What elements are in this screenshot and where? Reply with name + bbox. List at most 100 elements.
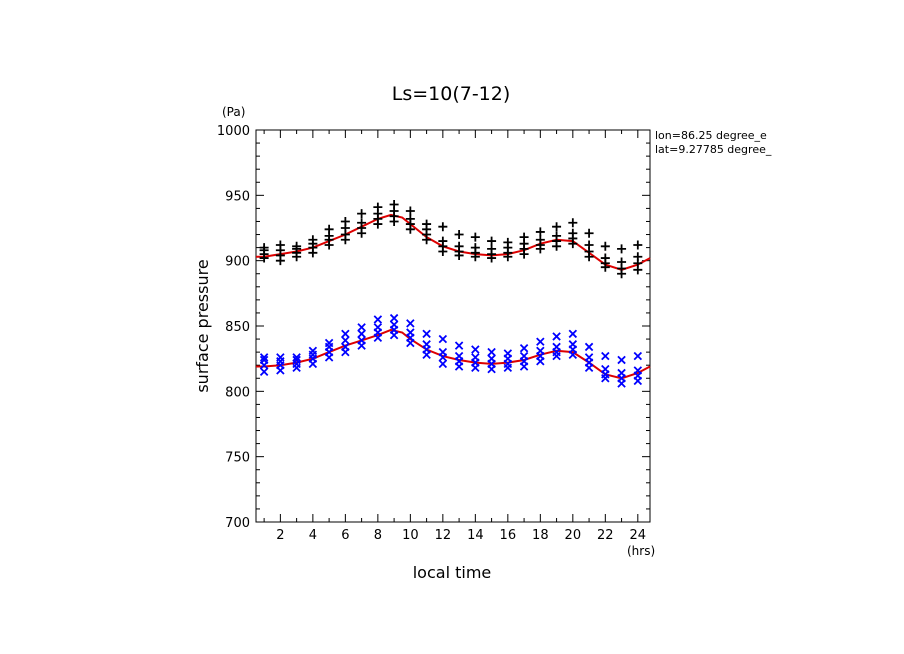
x-tick-label: 8 [374, 528, 382, 543]
cross-marker [324, 338, 334, 348]
cross-marker [617, 355, 626, 365]
cross-marker [357, 329, 366, 339]
cross-marker [487, 347, 496, 357]
y-tick-label: 700 [225, 516, 250, 531]
plus-marker [308, 235, 318, 245]
cross-marker [487, 354, 496, 363]
chart-title: Ls=10(7-12) [392, 83, 511, 105]
plus-marker [405, 206, 415, 216]
annotation-lon: lon=86.25 degree_e [655, 129, 767, 142]
cross-marker [292, 353, 301, 362]
x-tick-label: 20 [565, 528, 582, 543]
plus-marker [633, 252, 643, 262]
cross-marker [454, 351, 464, 361]
y-tick-label: 1000 [217, 124, 250, 139]
y-axis-label: surface pressure [193, 259, 212, 392]
cross-marker [519, 351, 529, 361]
plus-marker [584, 228, 594, 238]
plus-marker [617, 244, 627, 254]
plot-frame [255, 129, 651, 523]
cross-marker [308, 346, 318, 356]
plus-marker [405, 214, 415, 224]
x-tick-label: 6 [341, 528, 349, 543]
plus-marker [487, 236, 497, 246]
cross-marker [471, 353, 480, 362]
plus-marker [535, 235, 545, 245]
cross-marker [633, 351, 643, 361]
plus-marker [454, 241, 464, 251]
cross-marker [341, 336, 350, 345]
plus-marker [584, 240, 594, 250]
plus-marker [633, 240, 643, 250]
plus-marker [600, 253, 610, 263]
cross-marker [341, 342, 350, 352]
cross-marker [259, 353, 269, 362]
cross-marker [471, 345, 480, 354]
plus-marker [357, 209, 367, 219]
cross-marker [536, 337, 545, 346]
plus-marker [324, 224, 334, 234]
x-tick-label: 22 [597, 528, 614, 543]
cross-marker [552, 342, 561, 352]
x-unit-label: (hrs) [627, 544, 655, 558]
plus-marker [373, 202, 383, 212]
x-tick-label: 14 [467, 528, 484, 543]
cross-marker [568, 329, 578, 339]
cross-marker [536, 346, 545, 356]
x-tick-label: 18 [532, 528, 549, 543]
plus-marker [535, 227, 545, 237]
plus-marker [487, 244, 497, 254]
y-tick-label: 800 [225, 385, 250, 400]
plus-marker [519, 232, 529, 242]
plus-marker [357, 218, 367, 228]
plus-marker [438, 236, 448, 246]
x-axis-label: local time [413, 563, 492, 582]
x-tick-label: 2 [276, 528, 284, 543]
cross-marker [389, 320, 399, 329]
plus-marker [503, 237, 513, 247]
cross-marker [341, 329, 350, 339]
cross-marker [259, 367, 269, 376]
cross-marker [406, 319, 415, 328]
cross-marker [454, 341, 464, 350]
cross-marker [406, 328, 415, 337]
cross-marker [357, 323, 366, 332]
plus-marker [292, 241, 302, 251]
cross-marker [259, 355, 269, 365]
cross-marker [389, 313, 399, 323]
y-tick-label: 850 [225, 320, 250, 335]
cross-marker [438, 334, 448, 344]
plus-marker [568, 218, 578, 228]
x-tick-label: 16 [500, 528, 517, 543]
cross-marker [584, 353, 594, 362]
fit-curve-1 [256, 213, 651, 271]
plus-marker [389, 199, 399, 209]
cross-marker [357, 336, 366, 345]
cross-marker [552, 332, 561, 341]
plus-marker [552, 222, 562, 232]
plus-marker [438, 222, 448, 232]
y-tick-label: 950 [225, 189, 250, 204]
plus-marker [422, 219, 432, 229]
cross-marker [633, 366, 643, 375]
y-tick-label: 750 [225, 451, 250, 466]
plus-marker [568, 228, 578, 238]
cross-marker [438, 347, 448, 357]
plus-marker [275, 240, 285, 250]
plus-marker [259, 243, 269, 253]
x-tick-label: 4 [309, 528, 317, 543]
y-unit-label: (Pa) [222, 105, 245, 119]
y-tick-label: 900 [225, 255, 250, 270]
cross-marker [276, 353, 285, 362]
cross-marker [503, 349, 513, 358]
plus-marker [552, 231, 562, 241]
cross-marker [601, 364, 610, 374]
plus-marker [454, 230, 464, 240]
cross-marker [422, 329, 431, 339]
plus-marker [470, 243, 480, 253]
cross-marker [422, 340, 431, 349]
cross-marker [519, 343, 529, 353]
x-tick-label: 12 [435, 528, 452, 543]
